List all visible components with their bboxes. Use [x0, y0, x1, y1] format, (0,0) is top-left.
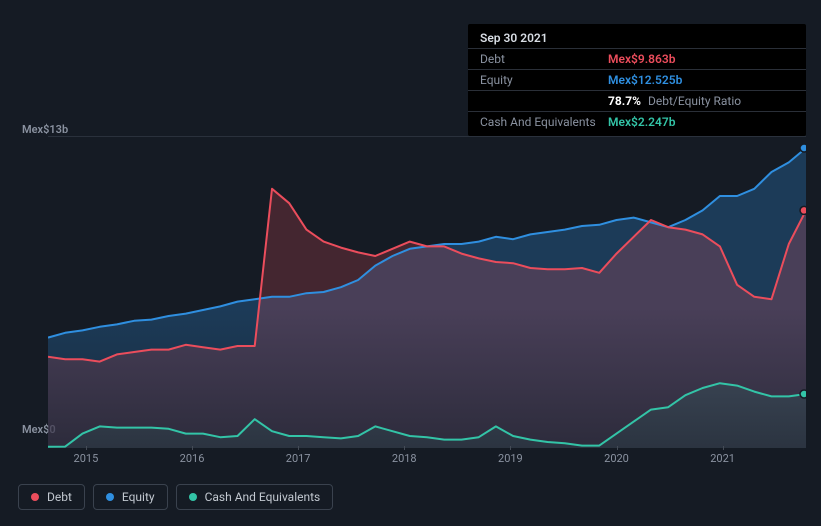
chart-container: Sep 30 2021 Debt Mex$9.863b Equity Mex$1… [0, 0, 821, 526]
tooltip-date-row: Sep 30 2021 [468, 28, 806, 49]
legend-label: Cash And Equivalents [205, 490, 321, 504]
tooltip-label [480, 94, 608, 108]
legend-dot-icon [189, 493, 197, 501]
x-tick-label: 2016 [180, 452, 205, 465]
legend-item-equity[interactable]: Equity [93, 484, 168, 510]
legend-item-cash-and-equivalents[interactable]: Cash And Equivalents [176, 484, 334, 510]
top-gridline [48, 136, 806, 137]
tooltip-row-ratio: 78.7% Debt/Equity Ratio [468, 91, 806, 112]
legend-label: Equity [122, 490, 155, 504]
x-tick-label: 2015 [74, 452, 99, 465]
x-tick-mark [86, 446, 87, 450]
x-tick-label: 2021 [710, 452, 735, 465]
x-tick-label: 2017 [286, 452, 311, 465]
x-tick-label: 2018 [392, 452, 417, 465]
tooltip-value-ratio: 78.7% [608, 94, 641, 108]
x-tick-mark [298, 446, 299, 450]
y-axis-label-max: Mex$13b [22, 123, 68, 136]
legend-item-debt[interactable]: Debt [18, 484, 85, 510]
x-tick-mark [510, 446, 511, 450]
x-tick-label: 2019 [498, 452, 523, 465]
tooltip-label: Equity [480, 73, 608, 87]
tooltip-label: Debt [480, 52, 608, 66]
legend-dot-icon [31, 493, 39, 501]
tooltip-value-debt: Mex$9.863b [608, 52, 675, 66]
tooltip-row-debt: Debt Mex$9.863b [468, 49, 806, 70]
cash-marker [800, 390, 806, 398]
legend-dot-icon [106, 493, 114, 501]
plot-region[interactable] [48, 136, 806, 448]
tooltip-ratio-suffix: Debt/Equity Ratio [648, 94, 741, 108]
equity-marker [800, 144, 806, 152]
legend-label: Debt [47, 490, 72, 504]
x-axis: 2015 2016 2017 2018 2019 2020 2021 [48, 448, 806, 472]
tooltip-date: Sep 30 2021 [480, 31, 548, 45]
chart-svg [48, 136, 806, 448]
x-tick-label: 2020 [604, 452, 629, 465]
x-tick-mark [404, 446, 405, 450]
tooltip-value-equity: Mex$12.525b [608, 73, 682, 87]
chart-area: Mex$13b Mex$0 20152016201720182019202020… [18, 120, 806, 460]
x-tick-mark [723, 446, 724, 450]
tooltip-row-equity: Equity Mex$12.525b [468, 70, 806, 91]
x-tick-mark [192, 446, 193, 450]
debt-marker [800, 206, 806, 214]
chart-legend: Debt Equity Cash And Equivalents [18, 484, 333, 510]
x-tick-mark [617, 446, 618, 450]
